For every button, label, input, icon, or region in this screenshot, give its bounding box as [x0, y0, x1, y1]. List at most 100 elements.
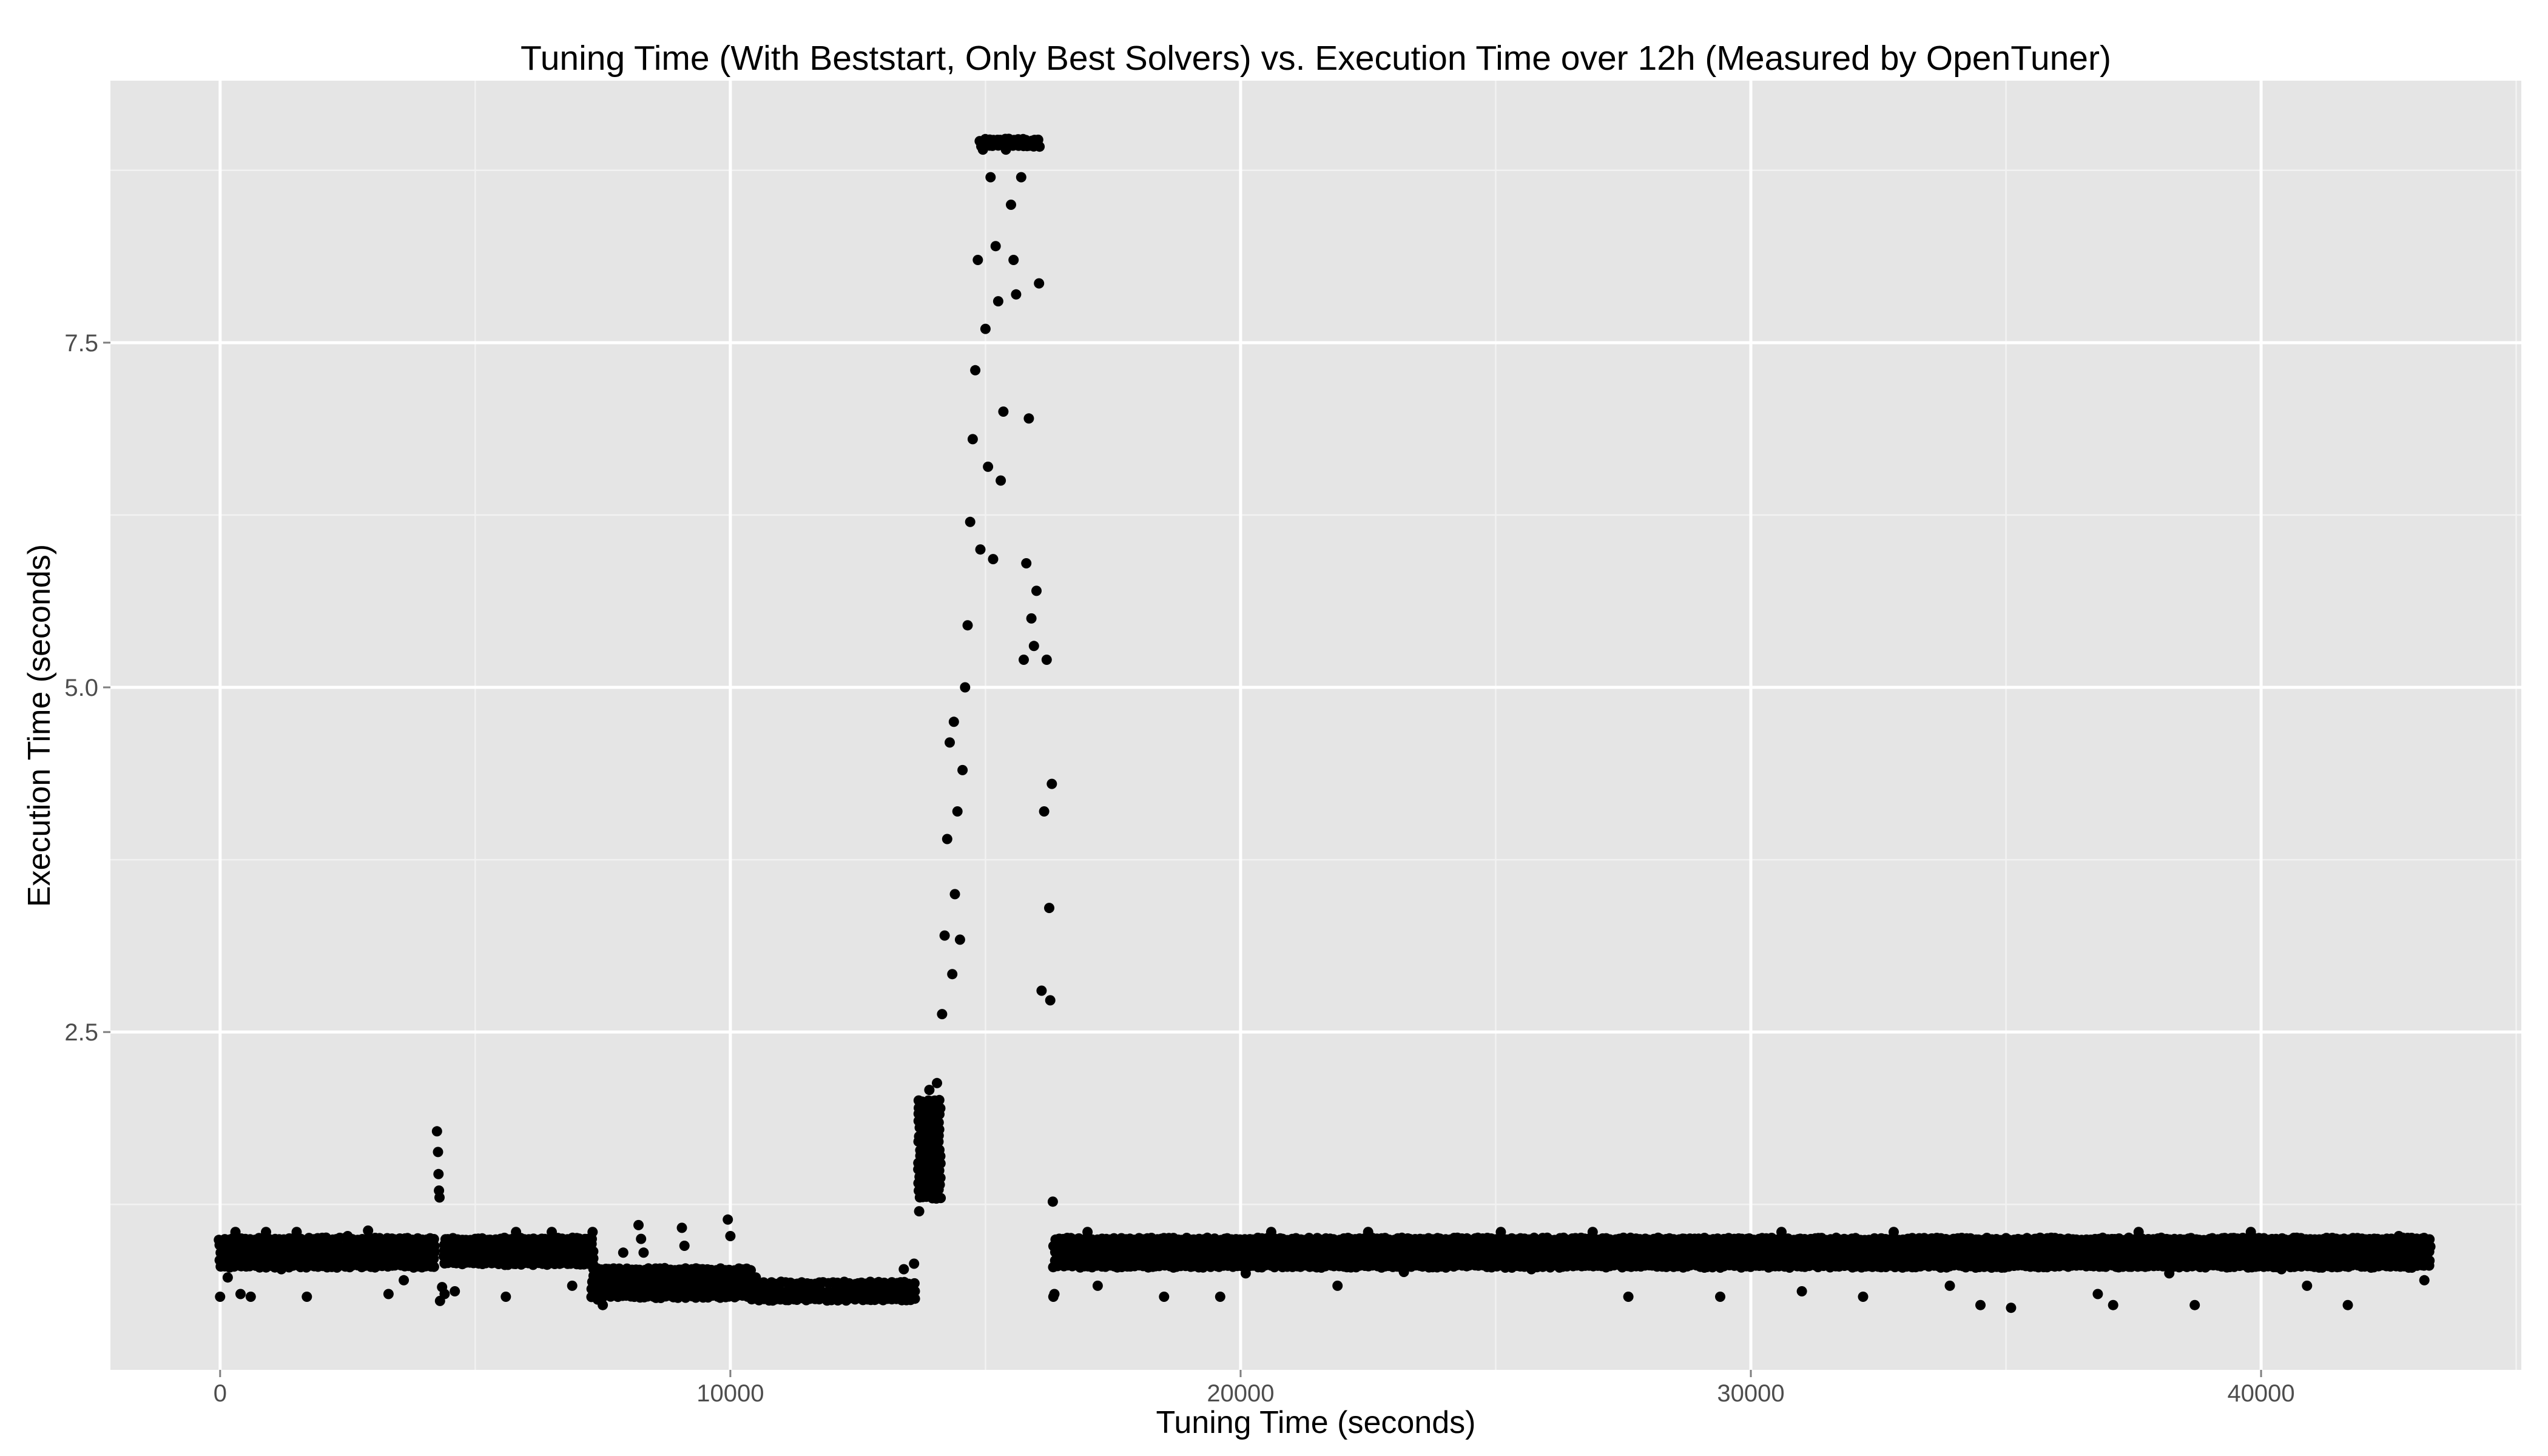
- data-point: [914, 1206, 925, 1217]
- data-point: [587, 1227, 598, 1238]
- data-point: [547, 1227, 557, 1238]
- data-point: [439, 1289, 450, 1299]
- data-point: [2164, 1268, 2175, 1279]
- x-axis-title: Tuning Time (seconds): [1156, 1405, 1476, 1440]
- data-point: [2062, 1254, 2072, 1265]
- data-point: [1028, 641, 1039, 652]
- data-point: [967, 434, 978, 445]
- data-point: [1036, 985, 1047, 996]
- data-point: [1889, 1227, 1899, 1238]
- data-point: [1240, 1268, 1251, 1279]
- data-point: [1975, 1299, 1986, 1310]
- x-axis: 0 10000 20000 30000 40000: [214, 1370, 2295, 1407]
- y-tick-label: 5.0: [64, 675, 98, 701]
- data-point: [2189, 1299, 2200, 1310]
- data-point: [2006, 1303, 2017, 1313]
- data-point: [970, 365, 981, 376]
- data-point: [2133, 1227, 2144, 1238]
- data-point: [977, 144, 988, 155]
- data-point: [972, 255, 983, 265]
- data-point: [1587, 1227, 1598, 1238]
- data-point: [431, 1126, 442, 1137]
- data-point: [1044, 903, 1054, 914]
- data-point: [342, 1231, 353, 1241]
- data-point: [1008, 255, 1019, 265]
- data-point: [725, 1231, 736, 1241]
- data-point: [1776, 1227, 1787, 1238]
- data-point: [1715, 1292, 1725, 1302]
- data-point: [735, 1289, 746, 1299]
- data-point: [932, 1077, 942, 1088]
- data-point: [276, 1264, 287, 1275]
- data-point: [628, 1286, 639, 1296]
- data-point: [1679, 1233, 1690, 1244]
- y-axis: 2.5 5.0 7.5: [64, 330, 110, 1046]
- data-point: [2245, 1227, 2256, 1238]
- data-point: [957, 764, 968, 775]
- data-point: [2092, 1289, 2103, 1299]
- data-point: [1557, 1243, 1568, 1254]
- data-point: [2424, 1246, 2435, 1257]
- data-point: [1266, 1227, 1276, 1238]
- data-point: [428, 1261, 439, 1272]
- data-point: [428, 1253, 439, 1264]
- data-point: [419, 1261, 430, 1272]
- data-point: [993, 296, 1003, 307]
- data-point: [1045, 995, 1056, 1006]
- data-point: [965, 516, 976, 527]
- data-point: [937, 1009, 948, 1020]
- data-point: [1031, 585, 1042, 596]
- data-point: [215, 1292, 226, 1302]
- data-point: [1011, 289, 1022, 300]
- data-point: [888, 1286, 899, 1296]
- data-point: [980, 323, 991, 334]
- x-tick-label: 20000: [1207, 1380, 1274, 1407]
- data-point: [1159, 1292, 1170, 1302]
- data-point: [1019, 655, 1029, 665]
- data-point: [1215, 1292, 1225, 1302]
- data-point: [1034, 278, 1045, 289]
- data-point: [235, 1289, 246, 1299]
- data-point: [935, 1193, 946, 1204]
- data-point: [1016, 172, 1026, 183]
- data-point: [766, 1292, 777, 1302]
- data-point: [567, 1280, 578, 1291]
- x-tick-label: 30000: [1717, 1380, 1784, 1407]
- data-point: [2332, 1241, 2343, 1251]
- data-point: [985, 172, 996, 183]
- data-point: [949, 889, 960, 900]
- data-point: [261, 1227, 271, 1238]
- data-point: [2276, 1264, 2287, 1275]
- data-point: [1858, 1292, 1869, 1302]
- data-point: [990, 241, 1001, 252]
- data-point: [1189, 1241, 1200, 1251]
- data-point: [664, 1275, 675, 1286]
- data-point: [633, 1219, 644, 1230]
- data-point: [2302, 1280, 2313, 1291]
- chart-title: Tuning Time (With Beststart, Only Best S…: [521, 39, 2111, 78]
- data-point: [383, 1289, 394, 1299]
- data-point: [962, 620, 973, 631]
- data-point: [909, 1286, 920, 1296]
- data-point: [1046, 778, 1057, 789]
- data-point: [983, 461, 994, 472]
- data-point: [607, 1289, 618, 1299]
- y-axis-title: Execution Time (seconds): [22, 544, 57, 907]
- data-point: [1363, 1227, 1373, 1238]
- data-point: [929, 1130, 940, 1141]
- data-point: [791, 1292, 802, 1302]
- data-point: [1026, 613, 1037, 624]
- data-point: [399, 1275, 410, 1286]
- data-point: [1745, 1254, 1756, 1265]
- data-point: [2342, 1299, 2353, 1310]
- data-point: [230, 1227, 241, 1238]
- data-point: [2368, 1254, 2379, 1265]
- data-point: [1623, 1292, 1634, 1302]
- data-point: [723, 1214, 733, 1225]
- data-point: [1914, 1258, 1925, 1269]
- data-point: [975, 544, 986, 555]
- data-point: [450, 1286, 460, 1296]
- data-point: [960, 682, 971, 693]
- panel-background: [110, 81, 2521, 1370]
- data-point: [909, 1278, 920, 1289]
